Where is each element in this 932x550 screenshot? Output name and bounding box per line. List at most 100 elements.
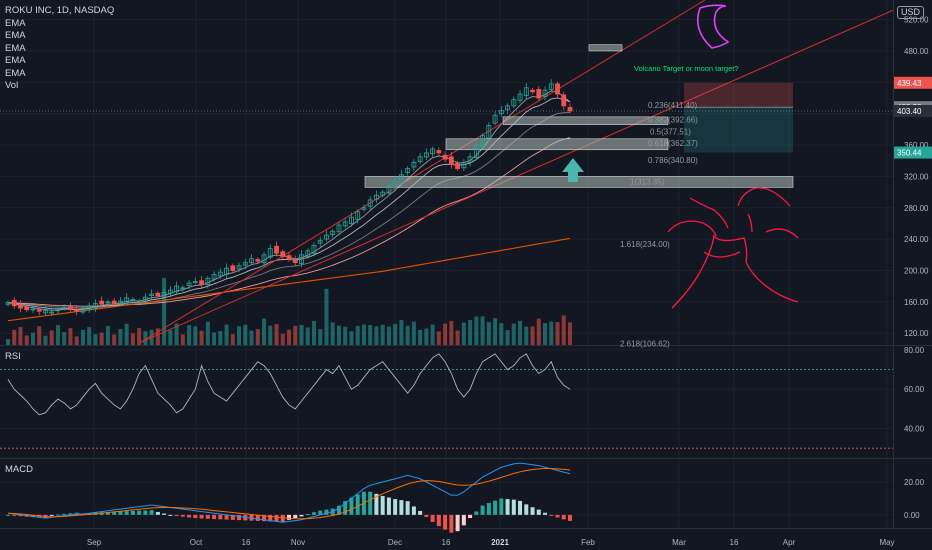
rsi-tick-label: 40.00 (904, 425, 925, 434)
volume-bar (287, 329, 291, 345)
candle-body (411, 161, 417, 168)
candle-body (274, 245, 279, 254)
volume-bar (530, 326, 535, 345)
x-tick-label: 16 (242, 538, 251, 547)
volume-bar (24, 335, 29, 345)
rsi-tick-label: 80.00 (904, 346, 925, 355)
ema-legend-2[interactable]: EMA (5, 30, 26, 41)
macd-histogram-bar (12, 514, 17, 516)
volume-bar (74, 336, 79, 345)
volcano-stroke (667, 220, 717, 237)
macd-histogram-bar (499, 498, 504, 515)
macd-histogram-bar (262, 514, 267, 522)
ema-legend-1[interactable]: EMA (5, 17, 26, 29)
candle-body (286, 255, 292, 260)
macd-histogram-bar (162, 513, 167, 515)
volume-bar (218, 331, 223, 345)
volcano-icon (671, 234, 799, 309)
macd-histogram-bar (199, 514, 204, 519)
volume-bar (174, 323, 179, 345)
candle-body (36, 309, 42, 312)
ema-line-3 (7, 112, 571, 309)
candle-body (18, 303, 23, 309)
candle-body (305, 250, 311, 257)
volume-bar (37, 326, 42, 345)
candle-body (186, 282, 192, 286)
macd-histogram-bar (549, 514, 554, 516)
price-tag (894, 105, 932, 118)
macd-histogram-bar (299, 514, 304, 517)
y-tick-label: 120.00 (904, 329, 929, 338)
volume-bar (474, 316, 479, 345)
y-tick-label: 480.00 (904, 47, 929, 56)
volcano-stroke (765, 228, 799, 239)
candle-body (511, 99, 517, 107)
price-tag (894, 146, 932, 159)
candle-body (517, 93, 523, 101)
indicator-legend: ROKU INC, 1D, NASDAQ EMA EMA EMA EMA EMA… (5, 5, 114, 93)
macd-histogram-bar (168, 514, 173, 516)
ema-legend-4[interactable]: EMA (5, 55, 26, 66)
candle-body (111, 300, 117, 304)
volume-bar (349, 331, 354, 345)
rsi-pane-label[interactable]: RSI (5, 351, 21, 362)
macd-histogram-bar (543, 512, 548, 515)
fib-level-label: 0.5(377.51) (650, 127, 691, 136)
volume-bar (143, 331, 148, 345)
macd-histogram-bar (205, 514, 210, 519)
candle-body (61, 306, 67, 309)
macd-histogram-bar (230, 514, 235, 520)
macd-histogram-bar (405, 501, 410, 515)
macd-histogram-bar (555, 514, 560, 518)
macd-pane-label[interactable]: MACD (5, 464, 33, 475)
macd-histogram-bar (212, 514, 217, 520)
macd-histogram-bar (287, 514, 291, 520)
ema-legend-5[interactable]: EMA (5, 67, 26, 79)
volume-bar (262, 318, 267, 345)
macd-histogram-bar (218, 514, 223, 520)
candle-body (380, 191, 386, 196)
candle-body (236, 265, 242, 270)
volume-bar (6, 339, 10, 345)
volume-bar (180, 334, 185, 345)
volume-bar (293, 325, 298, 345)
ema-legend-3[interactable]: EMA (5, 42, 26, 54)
macd-histogram-bar (274, 514, 279, 522)
volume-bar (237, 326, 242, 345)
candle-body (55, 309, 61, 312)
y-tick-label: 320.00 (904, 172, 929, 181)
candle-body (342, 221, 348, 227)
candle-body (11, 299, 17, 307)
macd-histogram-bar (436, 514, 441, 527)
macd-histogram-bar (62, 513, 67, 515)
candle-body (142, 296, 148, 300)
macd-histogram-bar (411, 506, 416, 515)
volume-bar (461, 322, 466, 345)
candle-body (336, 224, 342, 232)
candle-body (349, 216, 354, 224)
volume-bar (555, 322, 560, 345)
macd-histogram-bar (474, 511, 479, 515)
volume-bar (518, 320, 523, 345)
macd-histogram-bar (455, 514, 460, 532)
candle-body (467, 156, 473, 163)
macd-histogram-bar (149, 510, 154, 515)
macd-histogram-bar (68, 513, 73, 515)
candle-body (417, 156, 423, 162)
candle-body (99, 300, 105, 305)
volume-legend[interactable]: Vol (5, 80, 19, 91)
macd-histogram-bar (355, 494, 360, 515)
volcano-stroke (737, 187, 791, 207)
candle-body (455, 162, 461, 169)
volcano-stroke (703, 251, 741, 258)
volume-bar (543, 323, 548, 345)
candle-body (311, 245, 317, 254)
volume-bar (137, 328, 142, 345)
x-tick-label: 16 (730, 538, 739, 547)
currency-badge[interactable]: USD (896, 6, 924, 19)
candle-body (423, 152, 429, 158)
volume-bar (561, 315, 566, 345)
macd-histogram-bar (55, 514, 60, 516)
candle-body (536, 88, 542, 99)
